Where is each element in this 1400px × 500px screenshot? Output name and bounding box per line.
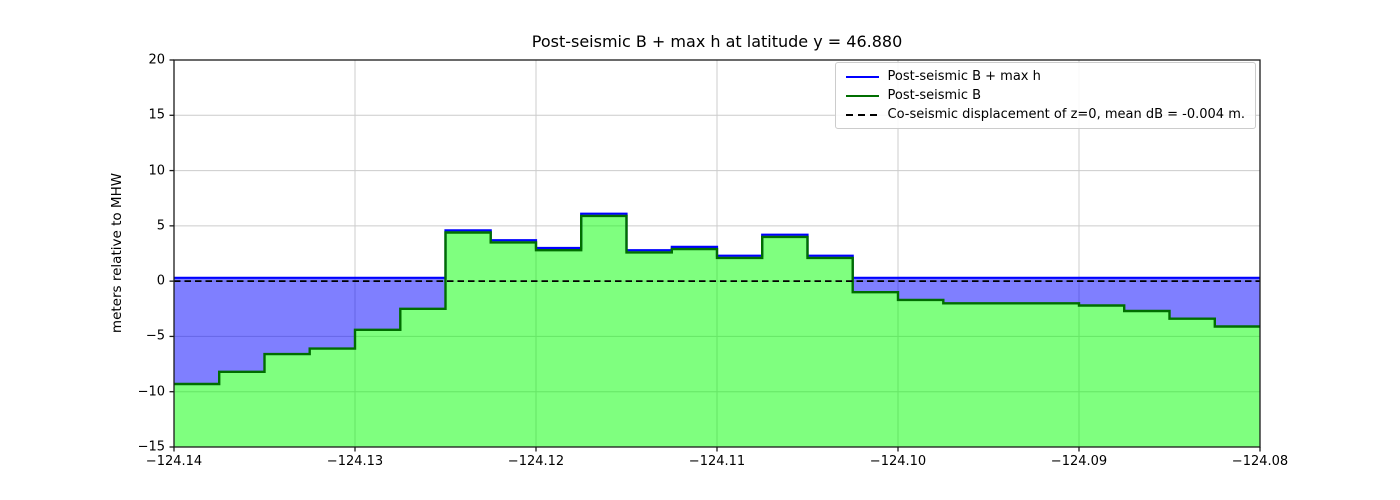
legend: Post-seismic B + max h Post-seismic B Co… <box>834 62 1256 129</box>
post-seismic-b-line <box>174 214 1260 386</box>
legend-label: Co-seismic displacement of z=0, mean dB … <box>887 107 1246 122</box>
y-axis-label: meters relative to MHW <box>109 172 125 334</box>
y-tick-label: 5 <box>156 218 165 234</box>
x-tick-label: −124.14 <box>145 454 203 469</box>
x-tick-label: −124.12 <box>507 454 565 469</box>
y-tick-label: −10 <box>137 384 165 400</box>
legend-label: Post-seismic B <box>887 88 982 103</box>
y-tick-label: 10 <box>148 163 165 179</box>
chart-title: Post-seismic B + max h at latitude y = 4… <box>531 32 903 51</box>
blue-line-sample <box>845 75 879 78</box>
y-tick-label: −5 <box>145 328 165 344</box>
y-tick-label: 20 <box>148 52 165 68</box>
x-tick-label: −124.08 <box>1231 454 1289 469</box>
green-line-sample <box>845 94 879 97</box>
legend-label: Post-seismic B + max h <box>887 69 1041 84</box>
x-tick-label: −124.11 <box>688 454 746 469</box>
dashed-line-sample <box>845 113 879 116</box>
b-plus-maxh-line <box>174 212 1260 279</box>
legend-item-coseismic: Co-seismic displacement of z=0, mean dB … <box>845 107 1246 122</box>
x-tick-label: −124.09 <box>1050 454 1108 469</box>
y-tick-label: −15 <box>137 439 165 455</box>
legend-item-post-seismic-b: Post-seismic B <box>845 88 1246 103</box>
y-tick-label: 0 <box>156 273 165 289</box>
x-tick-label: −124.13 <box>326 454 384 469</box>
legend-item-b-plus-maxh: Post-seismic B + max h <box>845 69 1246 84</box>
y-tick-label: 15 <box>148 107 165 123</box>
x-tick-label: −124.10 <box>869 454 927 469</box>
